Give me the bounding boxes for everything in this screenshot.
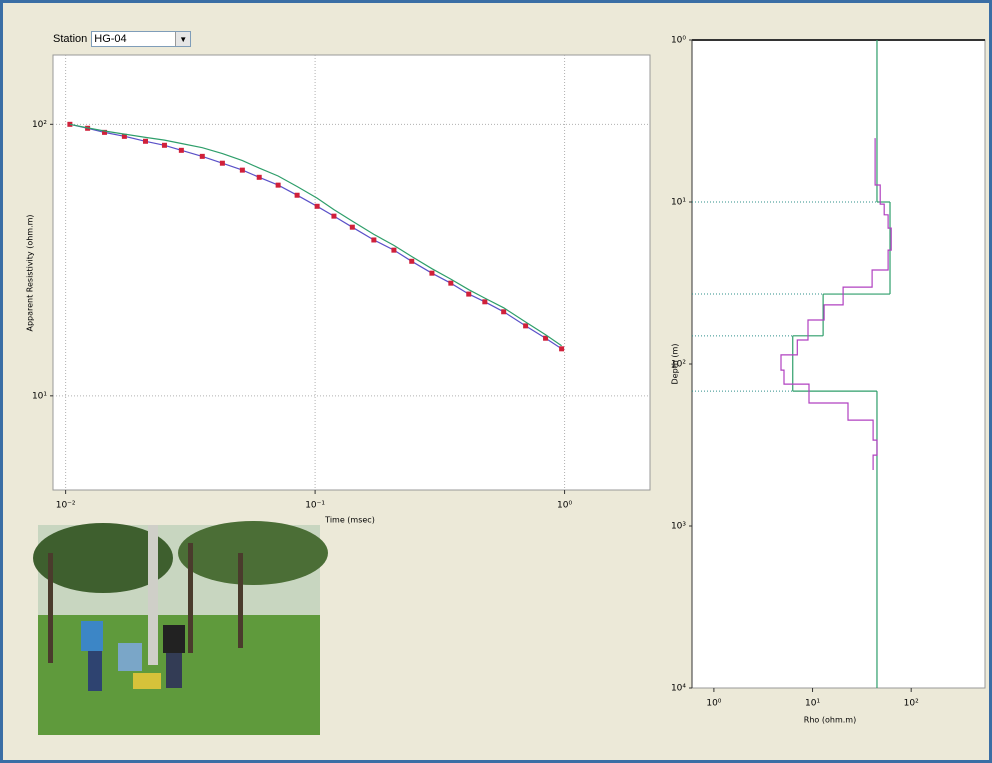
photo-foliage (33, 523, 173, 593)
x-axis-title: Rho (ohm.m) (804, 716, 856, 725)
y-axis-title: Apparent Resistivity (ohm.m) (26, 214, 35, 331)
photo-foliage (178, 521, 328, 585)
data-point (448, 280, 454, 286)
photo-person (81, 621, 103, 651)
inversion-line (780, 138, 892, 470)
data-point (429, 270, 435, 276)
series-line (69, 123, 562, 347)
data-point (391, 247, 397, 253)
x-tick-label: 10⁻² (56, 501, 76, 511)
data-point (501, 309, 507, 315)
data-point (256, 174, 262, 180)
photo-trunk (238, 553, 243, 648)
y-tick-label: 10¹ (32, 391, 47, 401)
y-tick-label: 10² (671, 360, 686, 370)
data-point (294, 192, 300, 198)
data-point (239, 167, 245, 173)
data-point (523, 323, 529, 329)
x-tick-label: 10⁰ (706, 699, 721, 709)
x-tick-label: 10² (904, 699, 919, 709)
data-point (466, 291, 472, 297)
data-point (275, 182, 281, 188)
photo-person (166, 653, 182, 688)
x-axis-title: Time (msec) (324, 516, 375, 525)
data-point (349, 224, 355, 230)
x-tick-label: 10⁰ (557, 501, 572, 511)
data-point (219, 160, 225, 166)
data-point (331, 213, 337, 219)
data-point (199, 153, 205, 159)
station-label: Station (53, 33, 88, 45)
y-tick-label: 10⁴ (671, 684, 686, 694)
y-axis-title: Depth (m) (671, 344, 680, 385)
photo-trunk (48, 553, 53, 663)
data-point (102, 129, 108, 135)
y-tick-label: 10¹ (671, 198, 686, 208)
station-value: HG-04 (94, 33, 127, 45)
photo-person (118, 643, 142, 671)
photo-trunk (148, 525, 158, 665)
data-point (482, 299, 488, 305)
data-point (142, 138, 148, 144)
x-tick-label: 10⁻¹ (305, 501, 325, 511)
data-point (161, 142, 167, 148)
x-tick-label: 10¹ (805, 699, 820, 709)
photo-instrument (133, 673, 161, 689)
y-tick-label: 10⁰ (671, 36, 686, 46)
charts: 10⁻² 10⁻¹ 10⁰ 10¹ 10² Time (msec) Apparent Res… (26, 36, 986, 735)
data-point (543, 335, 549, 341)
y-tick-label: 10² (32, 120, 47, 130)
photo-person (163, 625, 185, 653)
data-point (67, 121, 73, 127)
photo-person (88, 651, 102, 691)
data-point (371, 237, 377, 243)
plot-area (691, 39, 986, 689)
data-point (559, 346, 565, 352)
data-point (178, 147, 184, 153)
data-point (409, 258, 415, 264)
photo-trunk (188, 543, 193, 653)
station-dropdown[interactable]: HG-04 ▼ (91, 31, 192, 47)
plot-area (52, 54, 651, 491)
y-tick-label: 10³ (671, 522, 686, 532)
station-control: Station HG-04 ▼ (53, 31, 192, 47)
dropdown-arrow[interactable]: ▼ (175, 32, 191, 46)
data-point (314, 203, 320, 209)
photo (33, 521, 328, 735)
data-point (121, 133, 127, 139)
